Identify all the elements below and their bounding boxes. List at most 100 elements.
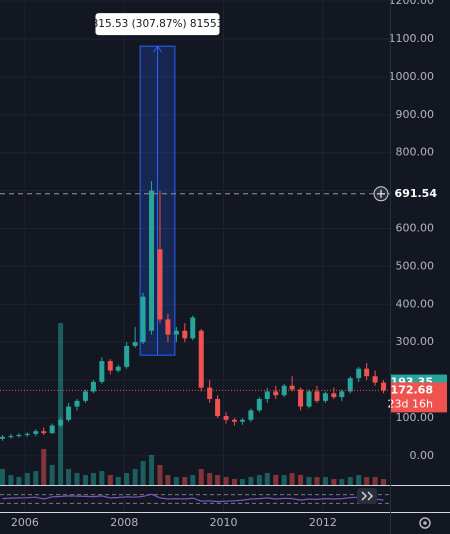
candle-body [149,190,155,331]
candle-body [364,368,370,377]
y-tick-label: 300.00 [396,335,435,348]
candle-body [198,330,204,388]
volume-bar [231,479,237,485]
volume-bar [198,469,204,485]
candle-body [314,391,320,401]
candle-body [8,436,14,438]
candle-body [289,385,295,390]
candle-body [66,406,72,420]
x-tick-label: 2010 [210,516,238,529]
y-tick-label: 0.00 [410,449,435,462]
y-tick-label: 600.00 [396,221,435,234]
volume-bar [356,475,362,485]
candle-body [248,410,254,420]
y-tick-label: 1000.00 [389,70,435,83]
volume-bar [339,479,345,485]
measure-arrowhead [153,45,162,53]
volume-bar [372,477,378,485]
measure-label-bg [95,13,220,36]
candle-body [347,378,353,392]
volume-bar [82,475,88,485]
candle-body [281,385,287,396]
volume-bar [289,473,295,485]
volume-bar [8,475,14,485]
volume-bar [239,479,245,485]
price-tag-bg [391,382,447,413]
y-tick-label: 500.00 [396,259,435,272]
y-tick-label: 400.00 [396,297,435,310]
volume-bar [314,477,320,485]
gear-icon [419,517,431,529]
candle-body [273,391,279,396]
volume-bar [115,477,121,485]
settings-button[interactable] [419,517,431,529]
volume-bar [364,477,370,485]
volume-bar [223,477,229,485]
candle-body [331,393,337,398]
volume-bar [107,475,113,485]
volume-bar [165,475,171,485]
volume-bar [16,477,22,485]
volume-bar [132,469,138,485]
candle-body [215,398,221,417]
candle-body [24,433,30,435]
volume-bar [281,475,287,485]
volume-bar [207,473,213,485]
y-tick-label: 900.00 [396,108,435,121]
volume-bar [149,455,155,485]
measure-label: 815.53 (307.87%) 81553 [92,18,224,30]
volume-bar [264,473,270,485]
volume-bar [66,469,72,485]
candle-body [132,342,138,346]
volume-bar [90,473,96,485]
crosshair-price: 691.54 [395,187,438,200]
volume-bar [298,475,304,485]
scroll-icon [361,491,374,501]
candle-body [140,296,146,343]
price-tag: 172.68 [391,383,433,396]
candle-body [90,381,96,392]
candle-body [157,249,163,320]
candle-body [207,387,213,399]
volume-bar [41,449,47,485]
scroll-button[interactable] [357,488,377,504]
candle-body [356,368,362,379]
candle-body [33,431,39,434]
volume-bar [33,471,39,485]
volume-bar [190,475,196,485]
volume-bar [99,471,105,485]
volume-bar [256,475,262,485]
volume-bar [173,477,179,485]
volume-bar [347,477,353,485]
gear-center [423,521,427,525]
candle-body [58,419,64,426]
y-tick-label: 800.00 [396,146,435,159]
volume-bar [124,473,130,485]
candle-body [322,393,328,401]
candle-body [381,382,387,391]
volume-bar [0,469,5,485]
volume-bar [273,475,279,485]
candle-body [223,416,229,420]
candle-body [115,366,121,371]
volume-bar [182,477,188,485]
volume-bar [322,477,328,485]
x-tick-label: 2006 [11,516,39,529]
candle-body [107,361,113,371]
y-tick-label: 1200.00 [389,0,435,7]
indicator-line [2,493,384,503]
x-tick-label: 2012 [309,516,337,529]
candle-body [264,391,270,399]
candle-body [41,431,47,434]
candle-body [99,361,105,382]
candle-body [182,330,188,339]
candle-body [165,319,171,335]
candle-body [298,389,304,407]
volume-bar [248,477,254,485]
candle-body [82,391,88,401]
candle-body [256,398,262,411]
candle-body [173,330,179,335]
candle-body [74,400,80,407]
